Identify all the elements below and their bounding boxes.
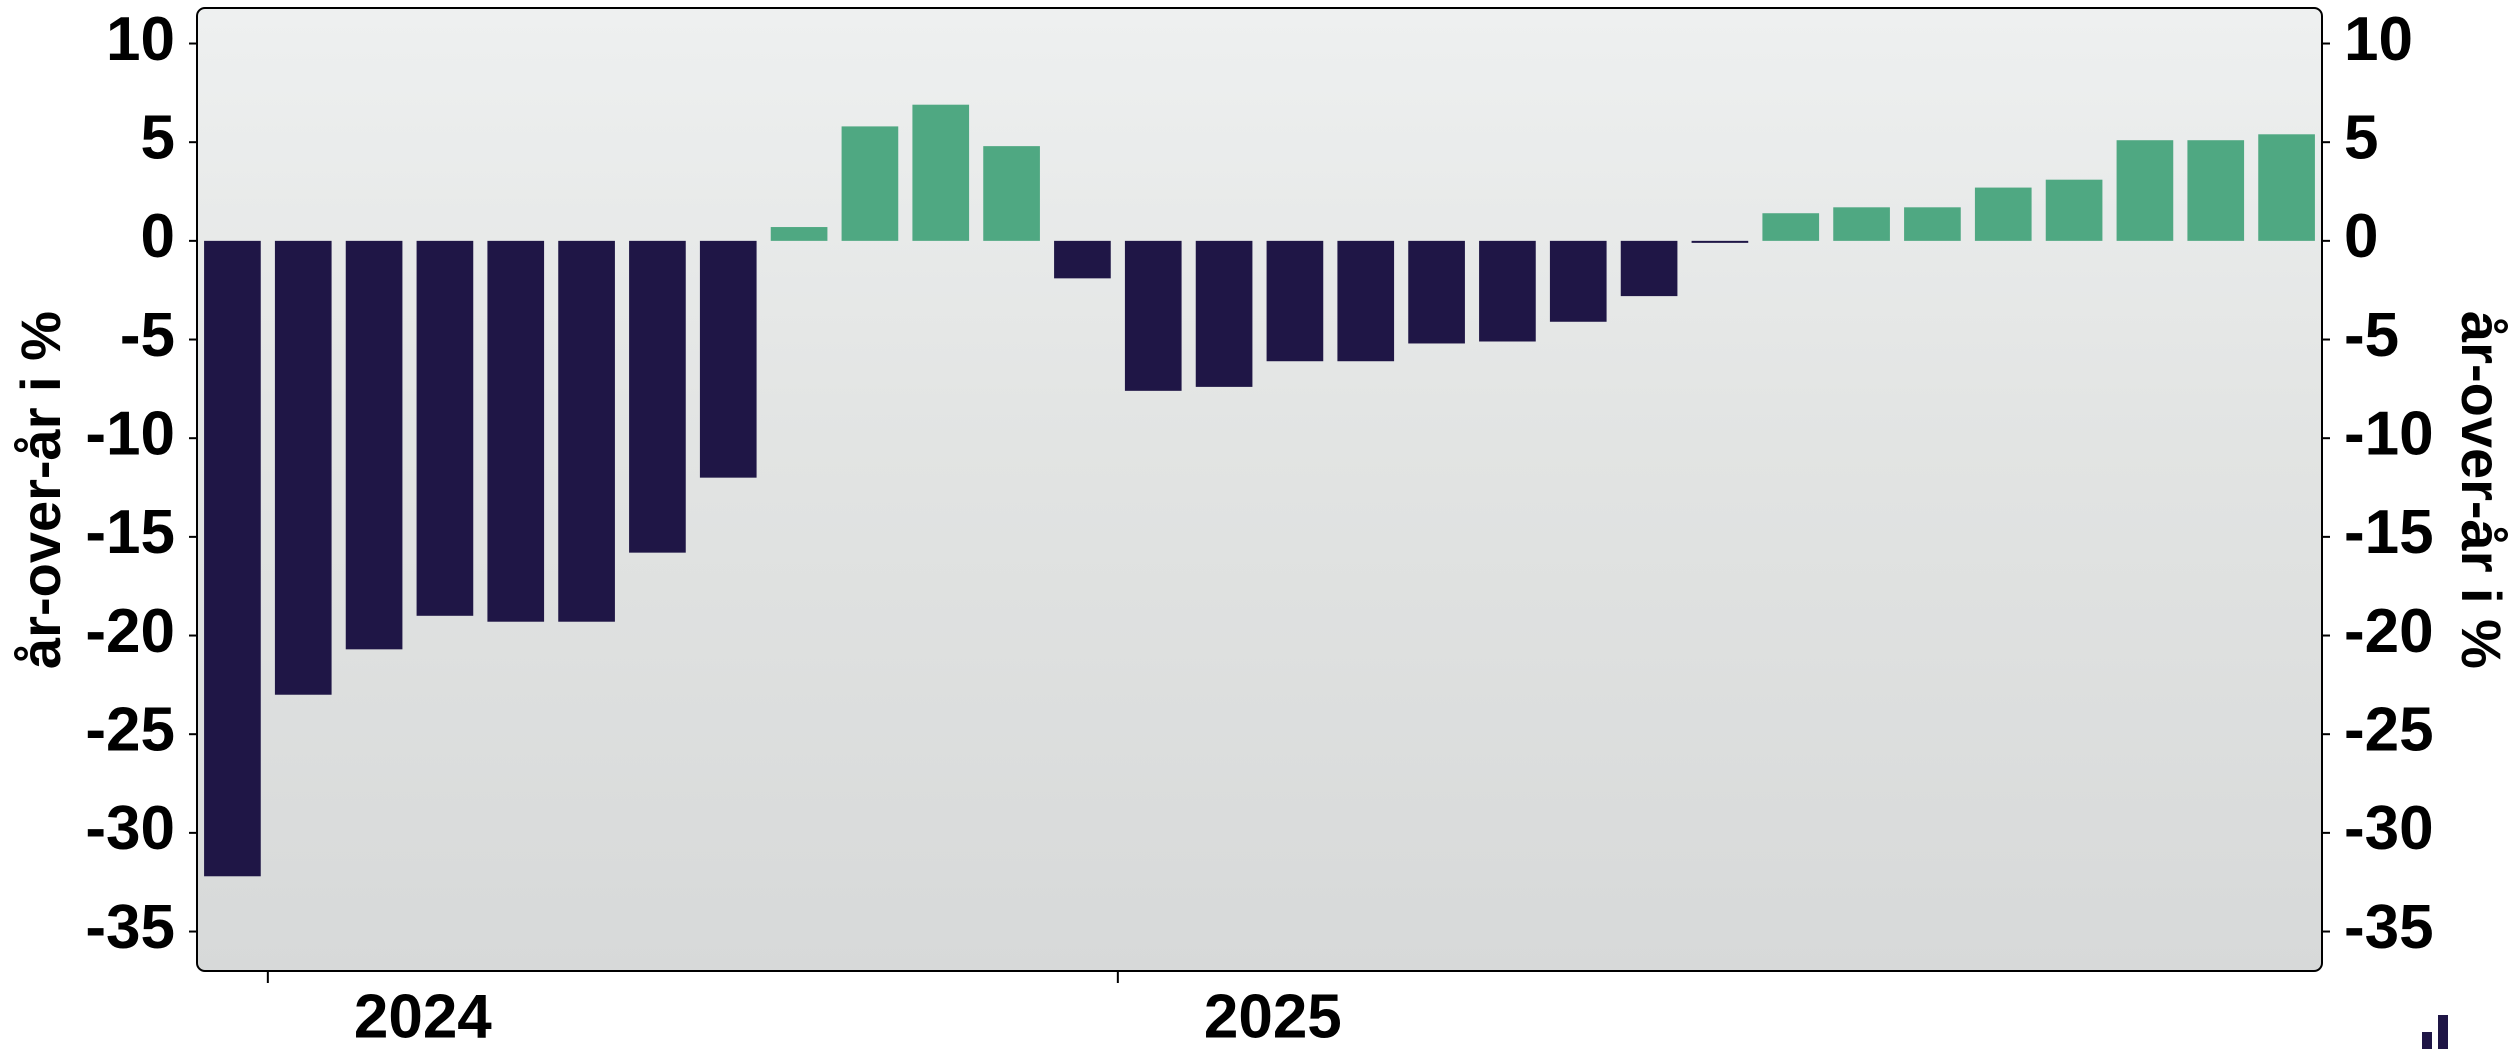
bar	[2187, 140, 2245, 241]
bar	[1691, 240, 1749, 243]
y2-tick-label: -35	[2344, 893, 2434, 962]
y2-tick-label: -10	[2344, 400, 2434, 469]
bar	[1124, 240, 1182, 391]
bar	[699, 240, 757, 478]
bar	[1904, 207, 1961, 241]
y2-tick-label: -15	[2344, 498, 2434, 567]
y2-tick-label: 10	[2344, 5, 2413, 74]
y-tick-label: -20	[85, 597, 175, 666]
bar	[1762, 213, 1820, 241]
y-tick-label: -25	[85, 696, 175, 765]
y-tick-label: -5	[120, 301, 175, 370]
bar	[770, 227, 828, 241]
y2-tick-label: -20	[2344, 597, 2434, 666]
y2-tick-label: 0	[2344, 202, 2378, 271]
y2-tick-label: -30	[2344, 794, 2434, 863]
bar	[629, 240, 686, 553]
bar	[2258, 134, 2315, 241]
bar	[487, 240, 545, 622]
bar	[1974, 187, 2032, 241]
bar	[1337, 240, 1395, 362]
bar	[983, 146, 1040, 241]
y-tick-label: 10	[106, 5, 175, 74]
bar	[204, 240, 261, 877]
y-tick-label: -10	[85, 400, 175, 469]
y-tick-label: -30	[85, 794, 175, 863]
y-tick-label: -15	[85, 498, 175, 567]
y2-tick-label: -5	[2344, 301, 2399, 370]
y-tick-label: 0	[141, 202, 175, 271]
bar	[1479, 240, 1536, 342]
logo	[2422, 1015, 2448, 1049]
y2-tick-label: -25	[2344, 696, 2434, 765]
bar	[2045, 179, 2103, 241]
bar	[558, 240, 615, 622]
y2-axis-title: år-over-år i %	[2450, 311, 2509, 669]
bar	[1266, 240, 1324, 362]
y-tick-label: 5	[141, 104, 175, 173]
bar	[345, 240, 403, 650]
bar	[1549, 240, 1607, 322]
bar	[1195, 240, 1253, 387]
y2-tick-label: 5	[2344, 104, 2378, 173]
x-tick-label: 2024	[354, 982, 492, 1049]
bar	[841, 126, 899, 241]
bar	[2116, 140, 2174, 241]
bar	[1408, 240, 1465, 344]
bar	[1054, 240, 1111, 279]
bar	[416, 240, 474, 616]
bar	[1833, 207, 1890, 241]
x-tick-label: 2025	[1204, 982, 1342, 1049]
bar	[274, 240, 332, 695]
y-axis-title: år-over-år i %	[9, 311, 72, 669]
bar	[912, 104, 970, 241]
bar	[1620, 240, 1678, 297]
y-tick-label: -35	[85, 893, 175, 962]
